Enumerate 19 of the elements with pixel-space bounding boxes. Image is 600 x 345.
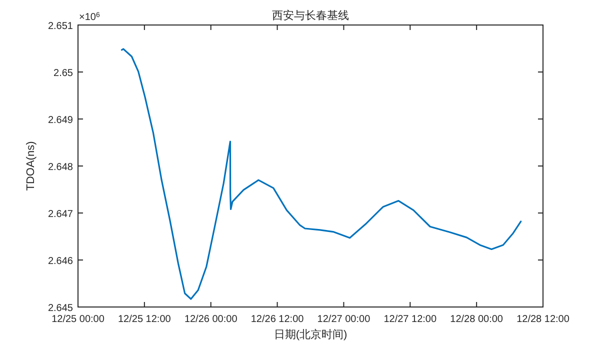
y-tick-label: 2.651	[48, 21, 74, 32]
x-tick-label: 12/26 00:00	[184, 314, 238, 325]
text: ×10$^{6}$	[79, 12, 100, 23]
x-tick-label: 12/25 00:00	[52, 314, 105, 325]
y-tick-label: 2.647	[48, 209, 74, 220]
x-tick-label: 12/26 12:00	[250, 314, 304, 325]
y-tick-label: 2.649	[48, 115, 74, 126]
y-tick-label: 2.646	[48, 256, 74, 267]
x-tick-label: 12/27 12:00	[384, 314, 437, 325]
chart-title: 西安与长春基线	[272, 9, 349, 22]
x-tick-label: 12/28 00:00	[450, 314, 504, 325]
y-axis-title: TDOA(ns)	[25, 141, 37, 191]
x-axis-title: 日期(北京时间)	[274, 328, 348, 341]
y-tick-label: 2.648	[48, 162, 74, 173]
y-tick-label: 2.65	[54, 68, 74, 79]
x-tick-label: 12/25 12:00	[118, 314, 172, 325]
x-tick-label: 12/27 00:00	[317, 314, 371, 325]
x-tick-label: 12/28 12:00	[516, 314, 570, 325]
y-tick-label: 2.645	[48, 303, 74, 314]
